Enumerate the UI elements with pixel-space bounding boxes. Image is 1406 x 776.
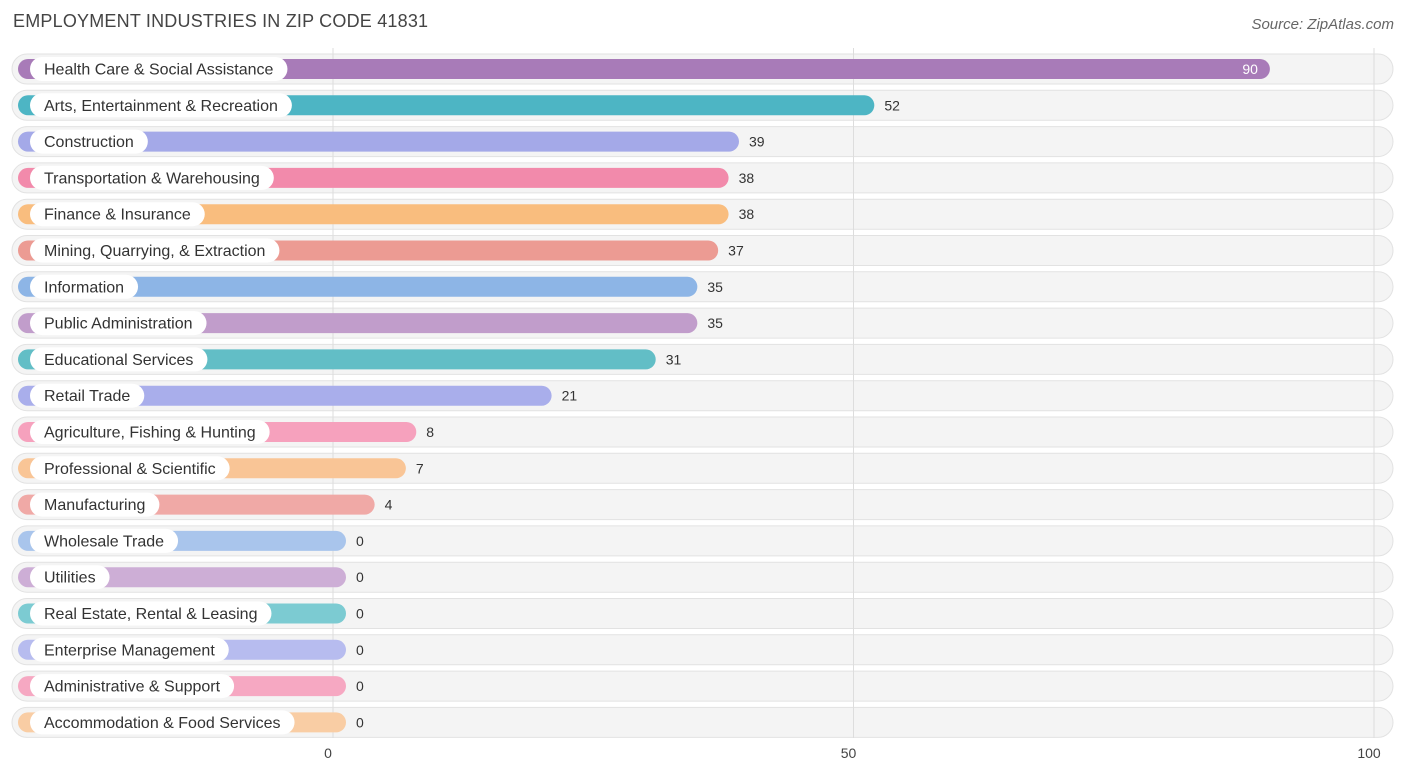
row-background: [11, 598, 1394, 629]
bar-label-pill: [30, 710, 295, 735]
bar-label-pill: [30, 565, 110, 590]
bar-row: Transportation & Warehousing 38: [18, 165, 755, 190]
bar-label-pill: [30, 528, 179, 553]
value-label: 0: [356, 678, 364, 694]
bars: Health Care & Social Assistance 90 Arts, E…: [18, 57, 1270, 735]
bar-label-pill: [30, 202, 205, 227]
value-label: 52: [884, 97, 900, 113]
bar: [18, 131, 739, 152]
row-background: [11, 561, 1394, 593]
value-label: 0: [356, 642, 364, 658]
bar-label-pill: [30, 93, 292, 118]
bar-label: Manufacturing: [44, 497, 145, 514]
value-label: 90: [1242, 61, 1258, 77]
bar-row: Construction 39: [18, 129, 765, 154]
value-label: 0: [356, 569, 364, 585]
bar-row: Administrative & Support 0: [18, 674, 364, 699]
bar-row: Retail Trade 21: [18, 383, 578, 408]
value-label: 21: [562, 388, 578, 404]
bar: [18, 385, 552, 406]
bar-label: Accommodation & Food Services: [44, 715, 281, 732]
bar-label: Agriculture, Fishing & Hunting: [44, 425, 256, 442]
bar-row: Educational Services 31: [18, 347, 682, 372]
bar-label-pill: [30, 311, 207, 336]
bar-label-pill: [30, 492, 160, 517]
bar-label: Health Care & Social Assistance: [44, 62, 274, 79]
value-label: 39: [749, 134, 765, 150]
x-tick-label: 50: [841, 745, 857, 761]
source-note: Source: ZipAtlas.com: [1251, 16, 1394, 33]
bar-label: Retail Trade: [44, 388, 130, 405]
bar-label-pill: [30, 347, 208, 372]
bar-row: Real Estate, Rental & Leasing 0: [18, 601, 364, 626]
bar-label: Enterprise Management: [44, 642, 215, 659]
value-label: 7: [416, 460, 424, 476]
bar-row: Arts, Entertainment & Recreation 52: [18, 93, 900, 118]
value-label: 0: [356, 533, 364, 549]
x-axis-ticks: 0 50 100: [324, 745, 1381, 761]
bar-row: Agriculture, Fishing & Hunting 8: [18, 420, 434, 444]
bar-label-pill: [30, 165, 274, 190]
bar-label-pill: [30, 129, 148, 154]
bar-label-pill: [30, 420, 270, 444]
bar-label: Wholesale Trade: [44, 533, 164, 550]
bar-row: Professional & Scientific 7: [18, 456, 424, 481]
value-label: 8: [426, 424, 434, 440]
chart-title: EMPLOYMENT INDUSTRIES IN ZIP CODE 41831: [13, 11, 429, 31]
value-label: 37: [728, 243, 744, 259]
bar-label-pill: [30, 674, 235, 699]
bar-label: Arts, Entertainment & Recreation: [44, 98, 278, 115]
bar-label-pill: [30, 274, 139, 299]
bar-row: Wholesale Trade 0: [18, 528, 364, 553]
bar-label-pill: [30, 238, 280, 263]
bar-row: Public Administration 35: [18, 311, 723, 336]
bar-label: Construction: [44, 134, 134, 151]
bar-row: Information 35: [18, 274, 723, 299]
bar-row: Finance & Insurance 38: [18, 202, 755, 227]
bar-label: Finance & Insurance: [44, 207, 191, 224]
bar-label: Utilities: [44, 570, 96, 587]
bar-label: Educational Services: [44, 352, 193, 369]
bar-row: Mining, Quarrying, & Extraction 37: [18, 238, 744, 263]
value-label: 0: [356, 606, 364, 622]
row-background: [11, 706, 1394, 738]
row-background: [11, 670, 1394, 702]
bar-label-pill: [30, 601, 272, 626]
row-background: [11, 634, 1394, 666]
value-label: 38: [739, 206, 755, 222]
bar-row: Accommodation & Food Services 0: [18, 710, 364, 735]
value-label: 35: [707, 279, 723, 295]
bar-row: Utilities 0: [18, 565, 364, 590]
value-label: 0: [356, 714, 364, 730]
bar-label-pill: [30, 57, 288, 81]
bar: [18, 276, 698, 297]
value-label: 31: [666, 351, 682, 367]
row-background: [11, 525, 1394, 557]
x-tick-label: 100: [1357, 745, 1381, 761]
bar-row: Health Care & Social Assistance 90: [18, 57, 1270, 81]
bar-label: Professional & Scientific: [44, 461, 216, 478]
bar-label: Information: [44, 279, 124, 296]
bar-label: Transportation & Warehousing: [44, 170, 260, 187]
bar-row: Manufacturing 4: [18, 492, 393, 517]
value-label: 4: [385, 497, 393, 513]
bar-label-pill: [30, 456, 230, 481]
bar-label-pill: [30, 383, 145, 408]
value-label: 38: [739, 170, 755, 186]
bar-row: Enterprise Management 0: [18, 637, 364, 662]
bar-label: Mining, Quarrying, & Extraction: [44, 243, 265, 260]
bar-label: Public Administration: [44, 316, 193, 333]
bar-label: Administrative & Support: [44, 679, 221, 696]
value-label: 35: [707, 315, 723, 331]
bar: [18, 59, 1270, 79]
x-tick-label: 0: [324, 745, 332, 761]
bar-label: Real Estate, Rental & Leasing: [44, 606, 257, 623]
bar-label-pill: [30, 637, 229, 662]
